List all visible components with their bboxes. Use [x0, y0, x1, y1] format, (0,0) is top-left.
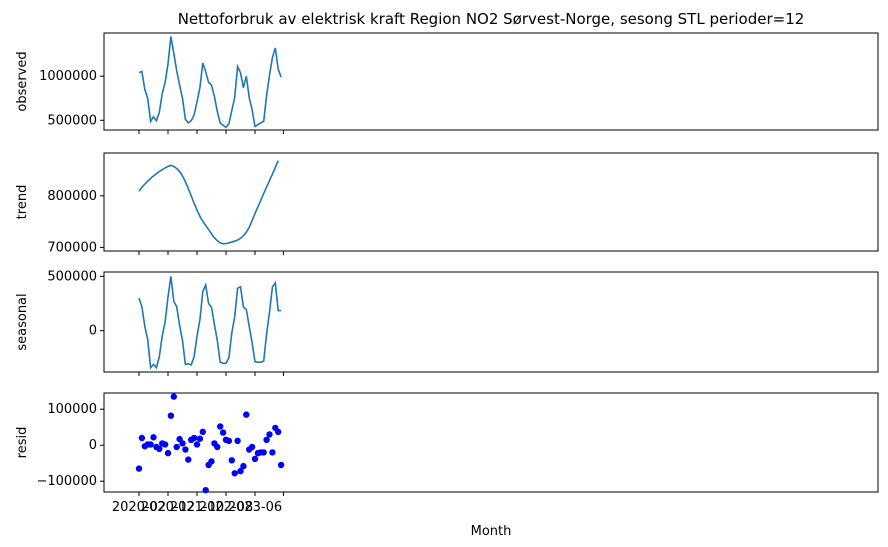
chart-title: Nettoforbruk av elektrisk kraft Region N… — [178, 10, 805, 28]
panel-trend: 700000 800000 trend — [15, 152, 879, 255]
resid-point — [225, 437, 233, 445]
x-tick-label: 2021-10 — [170, 500, 224, 515]
resid-point — [202, 487, 209, 494]
resid-point — [179, 440, 186, 447]
resid-point — [277, 461, 285, 469]
resid-point — [147, 441, 154, 448]
y-tick-label: 700000 — [47, 240, 97, 255]
resid-point — [170, 393, 177, 400]
resid-point — [260, 449, 267, 456]
panel-frame — [103, 32, 879, 131]
resid-point — [190, 434, 198, 442]
resid-point — [269, 449, 276, 456]
resid-point — [167, 412, 175, 419]
resid-point — [228, 457, 235, 464]
resid-point — [193, 441, 201, 448]
resid-point — [182, 446, 189, 453]
resid-point — [208, 458, 215, 465]
resid-point — [185, 456, 192, 463]
resid-point — [219, 429, 227, 436]
resid-point — [150, 434, 157, 441]
panel-seasonal: 0 500000 seasonal — [15, 269, 879, 376]
y-tick-label: 800000 — [47, 189, 97, 204]
y-tick-label: 0 — [89, 324, 97, 339]
resid-point — [135, 465, 143, 472]
panel-frame — [103, 271, 879, 373]
y-axis-label-resid: resid — [15, 427, 30, 459]
resid-point — [234, 437, 241, 445]
panel-frame — [103, 152, 879, 252]
y-axis-label-trend: trend — [15, 185, 30, 220]
resid-point — [164, 449, 172, 457]
resid-point — [217, 423, 224, 430]
x-axis-label: Month — [471, 524, 512, 539]
y-axis-label-seasonal: seasonal — [15, 293, 30, 350]
series-line-seasonal — [138, 276, 282, 370]
series-line-observed — [138, 36, 282, 129]
x-tick-label: 2023-06 — [228, 500, 282, 515]
resid-point — [237, 467, 244, 475]
panel-resid: −100000 0 100000 resid 2020-022020-122021-10… — [15, 392, 879, 515]
resid-point — [231, 470, 238, 477]
resid-point — [243, 411, 250, 418]
y-tick-label: 1000000 — [39, 69, 97, 84]
resid-point — [161, 441, 169, 448]
y-tick-label: 0 — [89, 438, 97, 453]
resid-point — [251, 455, 259, 463]
x-tick-label: 2020-12 — [141, 500, 195, 515]
resid-point — [275, 428, 282, 436]
x-tick-label: 2020-02 — [112, 500, 166, 515]
panel-observed: 500000 1000000 observed — [15, 32, 879, 134]
resid-point — [214, 443, 221, 451]
x-tick-label: 2022-08 — [199, 500, 253, 515]
resid-point — [199, 428, 206, 436]
y-tick-label: 500000 — [47, 269, 97, 284]
panel-frame — [103, 392, 879, 493]
resid-point — [173, 443, 180, 451]
y-tick-label: 100000 — [47, 402, 97, 417]
y-axis-label-observed: observed — [15, 51, 30, 111]
resid-point — [248, 443, 256, 451]
y-tick-label: −100000 — [36, 474, 97, 489]
resid-point — [138, 434, 146, 442]
resid-point — [240, 462, 247, 470]
resid-point — [156, 445, 163, 452]
resid-point — [196, 435, 204, 442]
y-tick-label: 500000 — [47, 113, 97, 128]
resid-point — [266, 431, 273, 438]
resid-point — [263, 436, 270, 443]
series-line-trend — [138, 160, 279, 245]
